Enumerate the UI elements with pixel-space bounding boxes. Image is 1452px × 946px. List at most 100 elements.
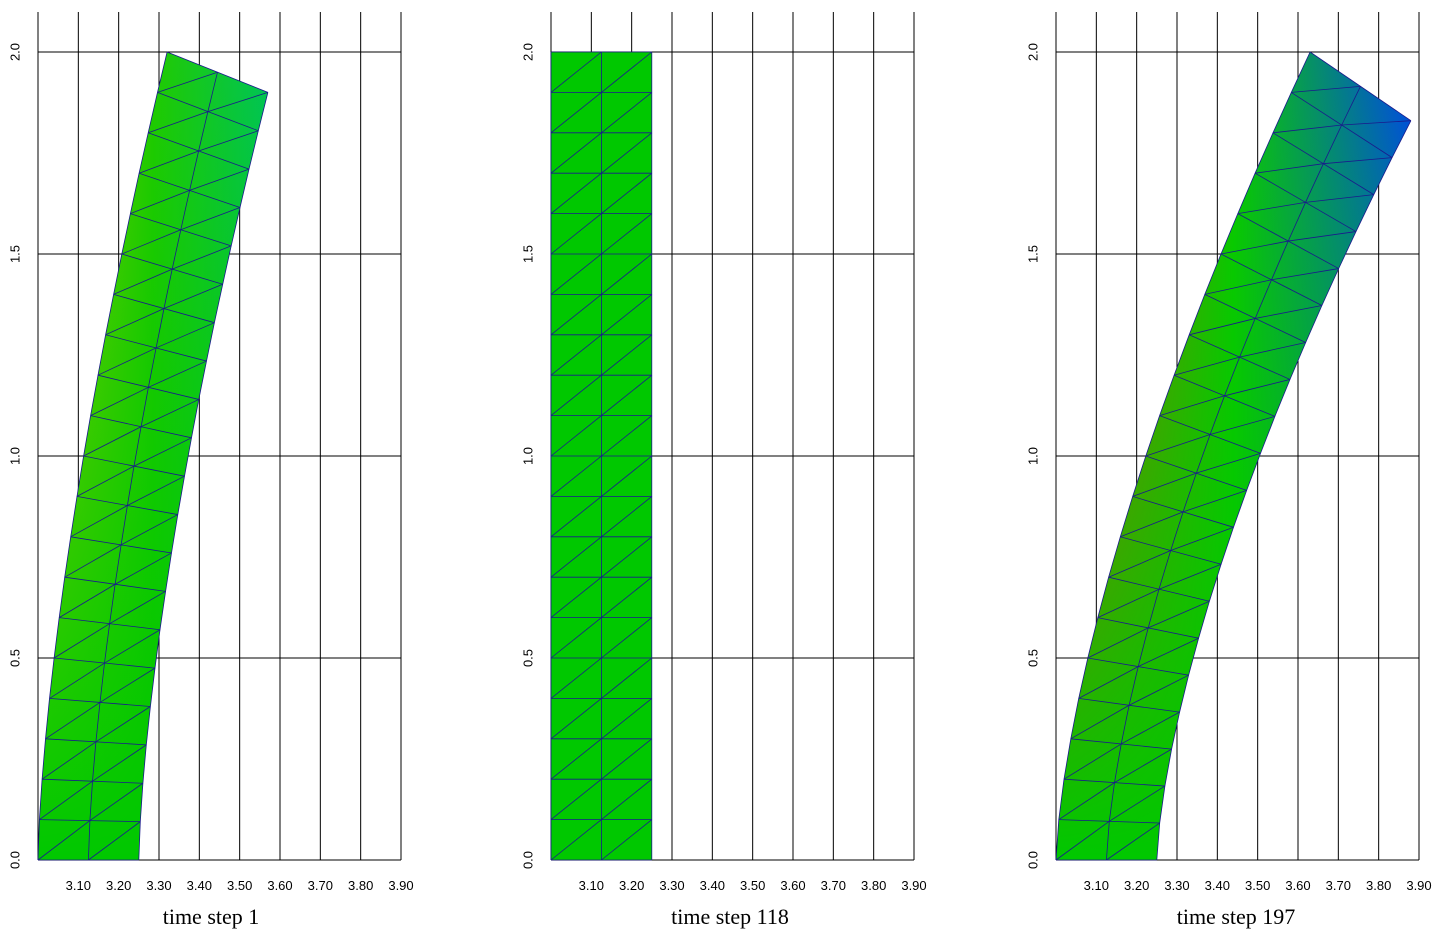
mesh-diagonal [64, 544, 122, 578]
y-tick-label: 0.5 [1025, 649, 1040, 667]
mesh-diagonal [601, 213, 653, 255]
mesh-diagonal [41, 741, 97, 780]
x-tick-label: 3.40 [187, 878, 212, 893]
mesh-edge [37, 51, 168, 861]
x-tick-label: 3.10 [579, 878, 604, 893]
mesh-diagonal [99, 667, 156, 703]
mesh-diagonal [1196, 452, 1261, 474]
x-tick-label: 3.90 [1406, 878, 1431, 893]
mesh-diagonal [1272, 124, 1342, 134]
x-tick-label: 3.30 [1164, 878, 1189, 893]
mesh-diagonal [550, 698, 602, 740]
mesh-diagonal [140, 399, 199, 428]
mesh-diagonal [76, 465, 135, 497]
mesh-diagonal [1132, 472, 1197, 497]
panel-time-step-118: 3.10 3.20 3.30 3.40 3.50 3.60 3.70 3.80 3.90 0.0 0… [520, 12, 927, 929]
mesh-diagonal [148, 360, 207, 388]
mesh-diagonal [95, 706, 151, 743]
beam-fill-overlay [1056, 52, 1411, 860]
x-tick-label: 3.50 [1245, 878, 1270, 893]
mesh-diagonal [1063, 743, 1122, 780]
mesh-diagonal [53, 623, 110, 659]
mesh-diagonal [1070, 704, 1130, 740]
mesh-diagonal [601, 617, 653, 659]
x-tick-label: 3.30 [146, 878, 171, 893]
mesh-diagonal [601, 374, 653, 416]
mesh-diagonal [1108, 550, 1171, 578]
mesh-diagonal [180, 207, 241, 231]
mesh-diagonal [550, 213, 602, 255]
mesh-diagonal [109, 590, 166, 625]
mesh-diagonal [90, 386, 149, 416]
mesh-diagonal [114, 552, 172, 585]
mesh-diagonal [1145, 434, 1211, 457]
x-tick-label: 3.70 [821, 878, 846, 893]
y-tick-label: 0.0 [520, 851, 535, 869]
mesh-diagonal [92, 744, 147, 782]
x-tick-label: 3.50 [227, 878, 252, 893]
mesh-diagonal [601, 657, 653, 699]
mesh-diagonal [1291, 85, 1361, 93]
x-tick-label: 3.90 [901, 878, 926, 893]
mesh-diagonal [1078, 666, 1139, 699]
mesh-diagonal [601, 576, 653, 618]
mesh-diagonal [601, 132, 653, 174]
mesh-diagonal [601, 536, 653, 578]
mesh-diagonal [550, 778, 602, 820]
plot-area: 3.10 3.20 3.30 3.40 3.50 3.60 3.70 3.80 3.90 0.0 0… [520, 12, 927, 893]
mesh-diagonal [1114, 748, 1172, 783]
mesh-diagonal [89, 782, 144, 821]
mesh-diagonal [1271, 268, 1339, 281]
y-tick-label: 0.5 [520, 649, 535, 667]
mesh-diagonal [1087, 627, 1149, 659]
x-tick-label: 3.10 [66, 878, 91, 893]
panel-caption: time step 197 [1177, 904, 1296, 929]
mesh-diagonal [601, 92, 653, 134]
y-tick-label: 0.0 [7, 851, 22, 869]
beam-mesh [37, 51, 269, 861]
mesh-diagonal [550, 819, 602, 861]
x-tick-label: 3.10 [1084, 878, 1109, 893]
x-tick-label: 3.60 [780, 878, 805, 893]
mesh-diagonal [1173, 356, 1240, 376]
mesh-diagonal [139, 150, 199, 174]
x-tick-label: 3.30 [659, 878, 684, 893]
mesh-diagonal [1182, 489, 1247, 513]
mesh-diagonal [70, 505, 128, 538]
x-tick-label: 3.90 [388, 878, 413, 893]
mesh-diagonal [550, 132, 602, 174]
x-tick-label: 3.20 [106, 878, 131, 893]
mesh-diagonal [157, 71, 218, 93]
x-tick-label: 3.60 [267, 878, 292, 893]
mesh-diagonal [601, 698, 653, 740]
plot-area: 3.10 3.20 3.30 3.40 3.50 3.60 3.70 3.80 3.90 0.0 0… [1025, 12, 1432, 893]
mesh-diagonal [1106, 822, 1160, 861]
y-tick-label: 0.0 [1025, 851, 1040, 869]
x-tick-label: 3.60 [1285, 878, 1310, 893]
mesh-diagonal [550, 415, 602, 457]
mesh-diagonal [550, 92, 602, 134]
mesh-diagonal [155, 322, 215, 349]
mesh-diagonal [198, 130, 259, 152]
y-tick-label: 1.0 [1025, 447, 1040, 465]
mesh-diagonal [550, 657, 602, 699]
beam-mesh [550, 51, 653, 861]
mesh-diagonal [1239, 342, 1306, 358]
mesh-diagonal [1224, 379, 1291, 397]
mesh-diagonal [601, 415, 653, 457]
mesh-diagonal [121, 229, 181, 255]
panel-caption: time step 1 [163, 904, 260, 929]
mesh-diagonal [550, 576, 602, 618]
mesh-diagonal [601, 496, 653, 538]
x-tick-label: 3.70 [1326, 878, 1351, 893]
mesh-diagonal [148, 111, 209, 134]
mesh-diagonal [601, 778, 653, 820]
mesh-diagonal [39, 780, 93, 820]
mesh-diagonal [550, 455, 602, 497]
mesh-diagonal [104, 629, 161, 664]
x-tick-label: 3.80 [348, 878, 373, 893]
y-tick-label: 1.5 [520, 245, 535, 263]
mesh-diagonal [550, 738, 602, 780]
mesh-diagonal [127, 475, 185, 506]
